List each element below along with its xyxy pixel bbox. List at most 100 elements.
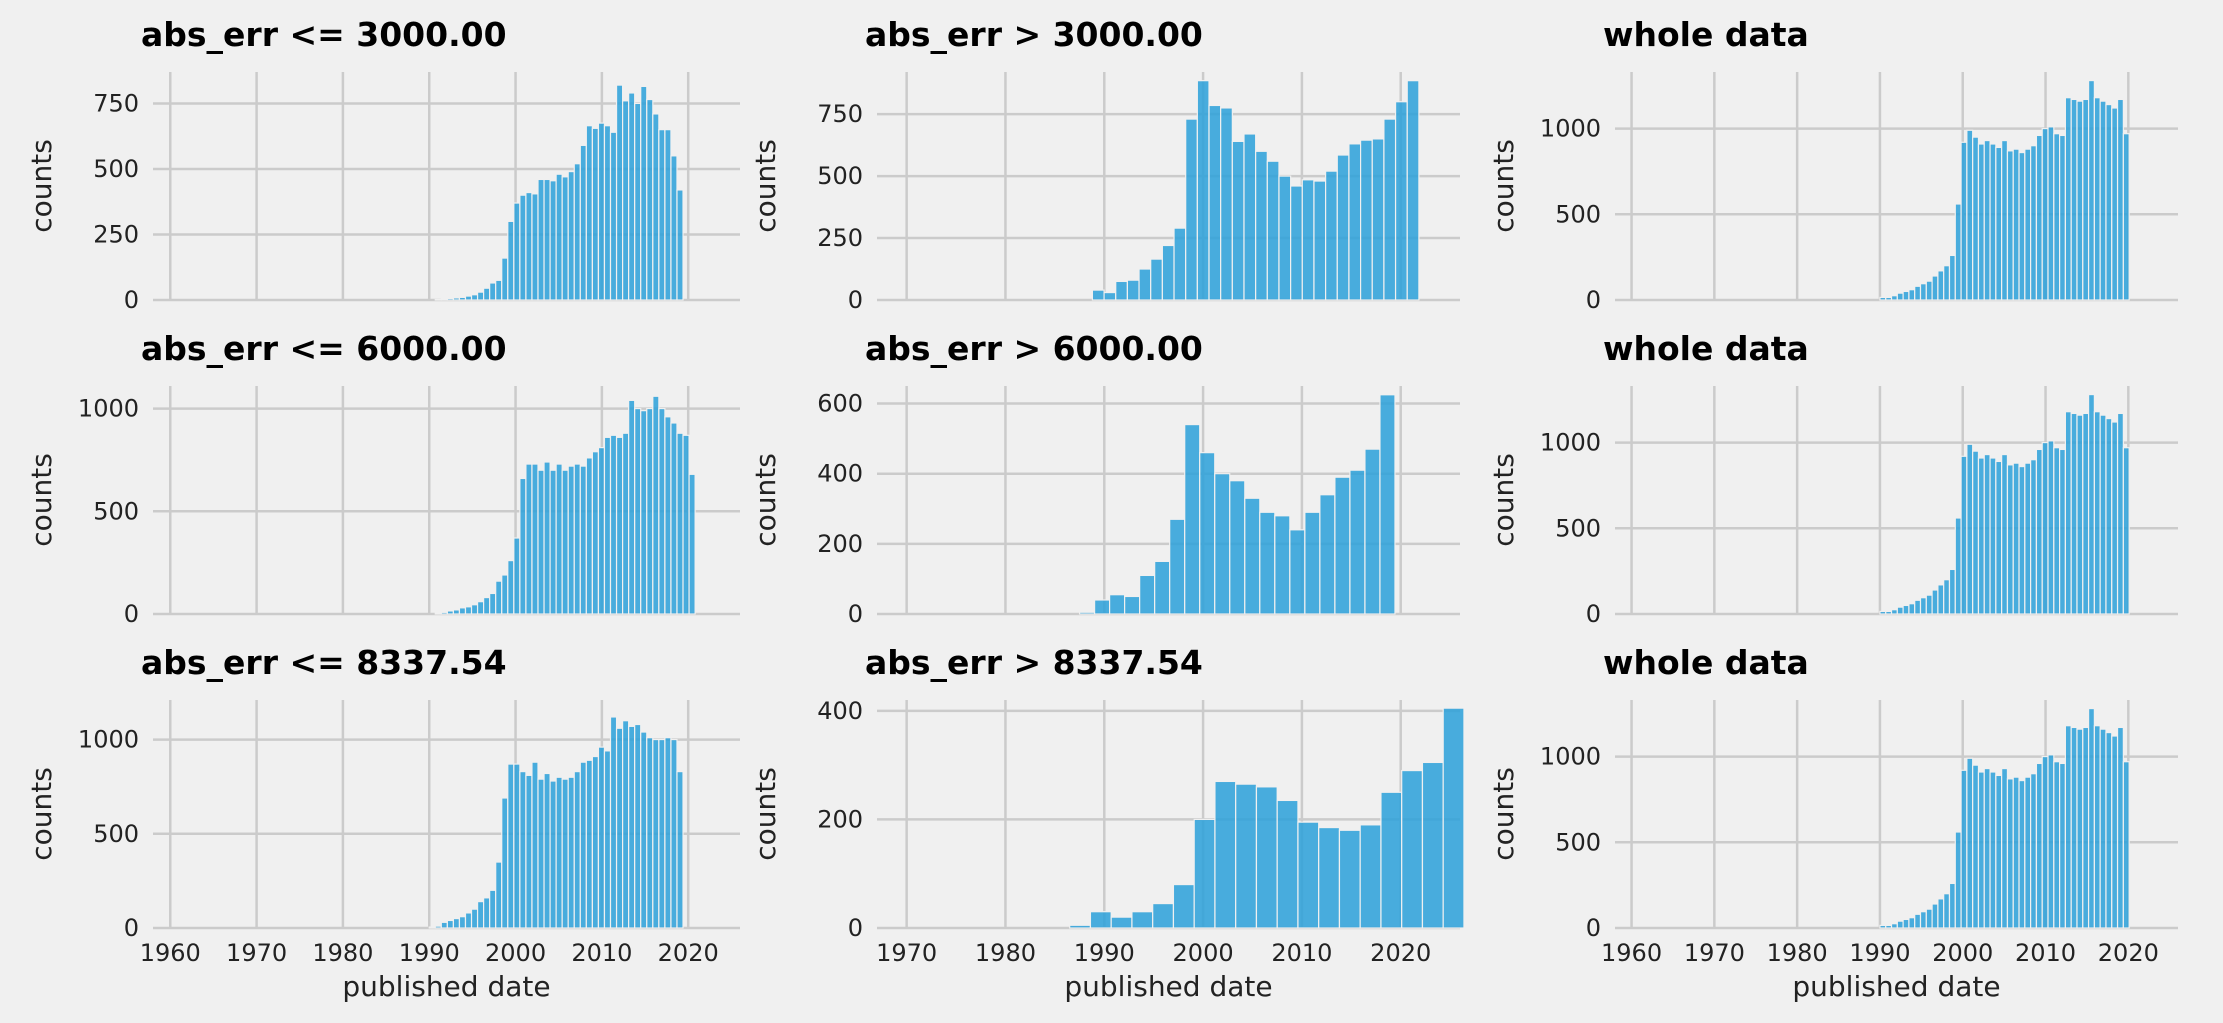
histogram-bar: [640, 410, 648, 615]
histogram-bar: [1313, 180, 1327, 301]
histogram-bar: [1297, 821, 1320, 929]
histogram-bar: [452, 609, 461, 615]
histogram-bar: [579, 465, 587, 615]
histogram-bar: [531, 463, 539, 615]
histogram-bar: [2059, 448, 2067, 615]
subplot-7: 0 500 1000 1960 1970 1980 1990 2000 2010 2020 abs_…: [25, 643, 740, 1003]
histogram-bar: [1890, 923, 1898, 929]
histogram-bar: [2035, 448, 2043, 615]
y-tick-label: 0: [848, 600, 863, 628]
histogram-bar: [1896, 606, 1904, 615]
histogram-bar: [1896, 920, 1904, 929]
histogram-bar: [2012, 462, 2020, 615]
histogram-bar: [1093, 599, 1111, 615]
histogram-bar: [1336, 154, 1350, 301]
histogram-bar: [1983, 767, 1991, 929]
histogram-bar: [1960, 769, 1968, 929]
histogram-bar: [2082, 98, 2090, 301]
histogram-bar: [1301, 179, 1315, 301]
histogram-bar: [549, 469, 557, 615]
histogram-bar: [1243, 133, 1257, 301]
histogram-bar: [1319, 494, 1336, 615]
x-tick-label: 1970: [226, 939, 287, 967]
histogram-bar: [1902, 918, 1910, 929]
histogram-bar: [507, 220, 515, 301]
histogram-bar: [513, 763, 521, 929]
histogram-bar: [2099, 414, 2107, 615]
histogram-bar: [670, 738, 678, 929]
y-axis-label: counts: [749, 767, 782, 861]
histogram-bar: [2030, 459, 2038, 615]
histogram-bar: [2001, 453, 2009, 615]
histogram-bar: [1995, 146, 2003, 301]
y-tick-label: 0: [848, 286, 863, 314]
histogram-bar: [1359, 139, 1373, 301]
histogram-bar: [2024, 462, 2032, 615]
histogram-bar: [483, 897, 491, 929]
histogram-bar: [2041, 127, 2049, 301]
histogram-bar: [1089, 911, 1112, 929]
histogram-bar: [1193, 818, 1216, 929]
histogram-bar: [2122, 761, 2130, 929]
histogram-bar: [1169, 518, 1186, 615]
histogram-bar: [2012, 148, 2020, 301]
histogram-bar: [2070, 412, 2078, 615]
histogram-bar: [1931, 903, 1939, 929]
histogram-bar: [2018, 151, 2026, 301]
histogram-bar: [561, 469, 569, 615]
histogram-bar: [525, 191, 533, 301]
histogram-bar: [670, 155, 678, 301]
histogram-bar: [1276, 799, 1299, 929]
histogram-bar: [537, 178, 545, 301]
histogram-bar: [1109, 594, 1126, 615]
histogram-bar: [2099, 100, 2107, 301]
histogram-bar: [476, 601, 485, 615]
x-tick-label: 1960: [140, 939, 201, 967]
histogram-bar: [2001, 767, 2009, 929]
histogram-bar: [2070, 98, 2078, 301]
histogram-bar: [1948, 882, 1956, 929]
histogram-bar: [670, 422, 678, 615]
histogram-bar: [1379, 394, 1396, 615]
histogram-bar: [489, 592, 497, 615]
histogram-bar: [634, 723, 642, 929]
histogram-bar: [1383, 118, 1397, 301]
y-axis-label: counts: [1487, 767, 1520, 861]
subplot-6: 0 500 1000 whole data counts: [1487, 329, 2178, 628]
histogram-bar: [1244, 497, 1261, 615]
histogram-bar: [603, 750, 612, 929]
histogram-bar: [591, 127, 600, 301]
histogram-bar: [428, 926, 436, 929]
histogram-bar: [2030, 773, 2038, 929]
histogram-bar: [1196, 80, 1210, 301]
histogram-bar: [628, 92, 636, 301]
histogram-bar: [640, 85, 648, 301]
histogram-bar: [1914, 913, 1922, 929]
histogram-bar: [1208, 104, 1222, 301]
y-tick-label: 0: [848, 914, 863, 942]
histogram-bar: [585, 125, 593, 301]
histogram-bar: [1954, 831, 1962, 929]
histogram-bar: [1069, 924, 1092, 929]
histogram-bar: [446, 610, 455, 615]
histogram-bar: [1919, 597, 1927, 615]
histogram-bar: [2111, 735, 2119, 929]
histogram-bar: [1173, 227, 1187, 301]
histogram-bar: [2093, 97, 2101, 301]
histogram-bar: [573, 463, 581, 615]
subplot-title: abs_err <= 6000.00: [141, 329, 507, 368]
histogram-bar: [2105, 417, 2113, 615]
histogram-bar: [2041, 755, 2049, 929]
histogram-bar: [525, 463, 533, 615]
histogram-bar: [1966, 757, 1974, 929]
histogram-bar: [609, 716, 618, 929]
histogram-bar: [1960, 141, 1968, 301]
y-tick-label: 500: [1555, 514, 1601, 542]
histogram-bar: [434, 612, 442, 615]
histogram-bar: [1995, 460, 2003, 615]
histogram-bar: [2082, 412, 2090, 615]
histogram-bar: [1304, 511, 1321, 615]
histogram-bar: [1908, 603, 1916, 615]
histogram-bar: [1349, 469, 1366, 615]
